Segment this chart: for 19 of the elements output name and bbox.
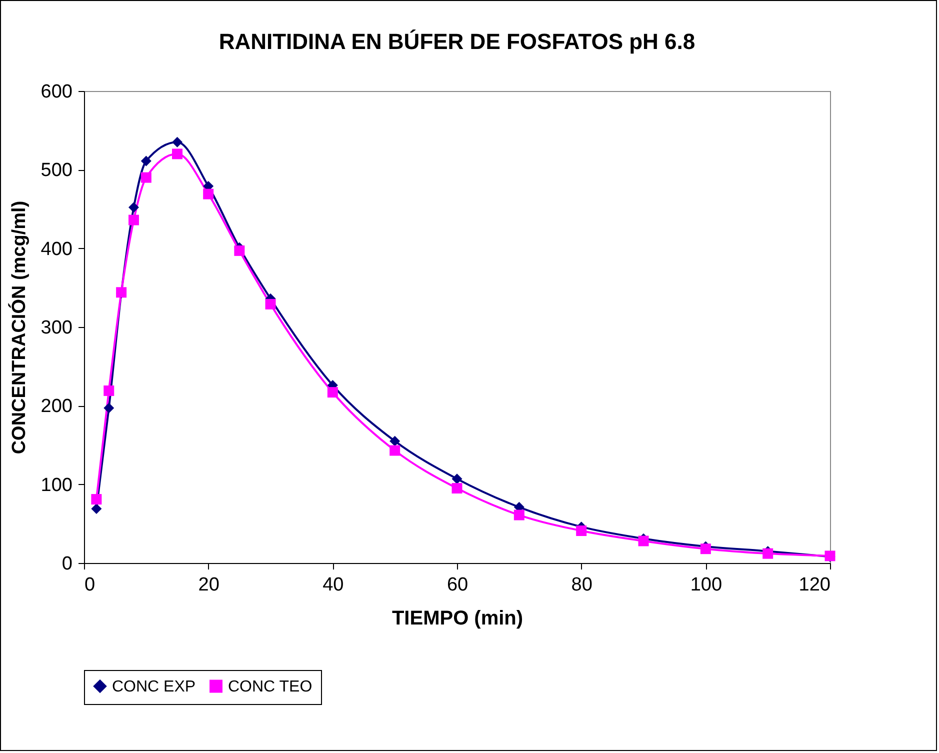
x-tick-label: 80 [571,574,592,596]
y-tick-label: 100 [40,474,72,496]
y-axis-title: CONCENTRACIÓN (mcg/ml) [8,200,30,454]
x-axis-title: TIEMPO (min) [392,608,524,630]
x-tick-label: 60 [446,574,468,596]
x-tick-label: 40 [322,574,344,596]
x-tick-label: 120 [798,574,830,596]
chart-title: RANITIDINA EN BÚFER DE FOSFATOS pH 6.8 [218,29,696,54]
y-tick-label: 600 [40,82,72,102]
y-tick-label: 0 [62,554,72,574]
y-tick-label: 200 [40,396,72,418]
y-tick-label: 300 [40,318,72,338]
y-tick-label: 500 [40,160,72,182]
legend-label: CONC TEO [228,678,312,696]
x-tick-label: 0 [84,574,96,596]
legend-label: CONC EXP [112,678,196,696]
y-tick-label: 400 [40,238,72,260]
x-tick-label: 20 [198,574,220,596]
x-tick-label: 100 [690,574,722,596]
